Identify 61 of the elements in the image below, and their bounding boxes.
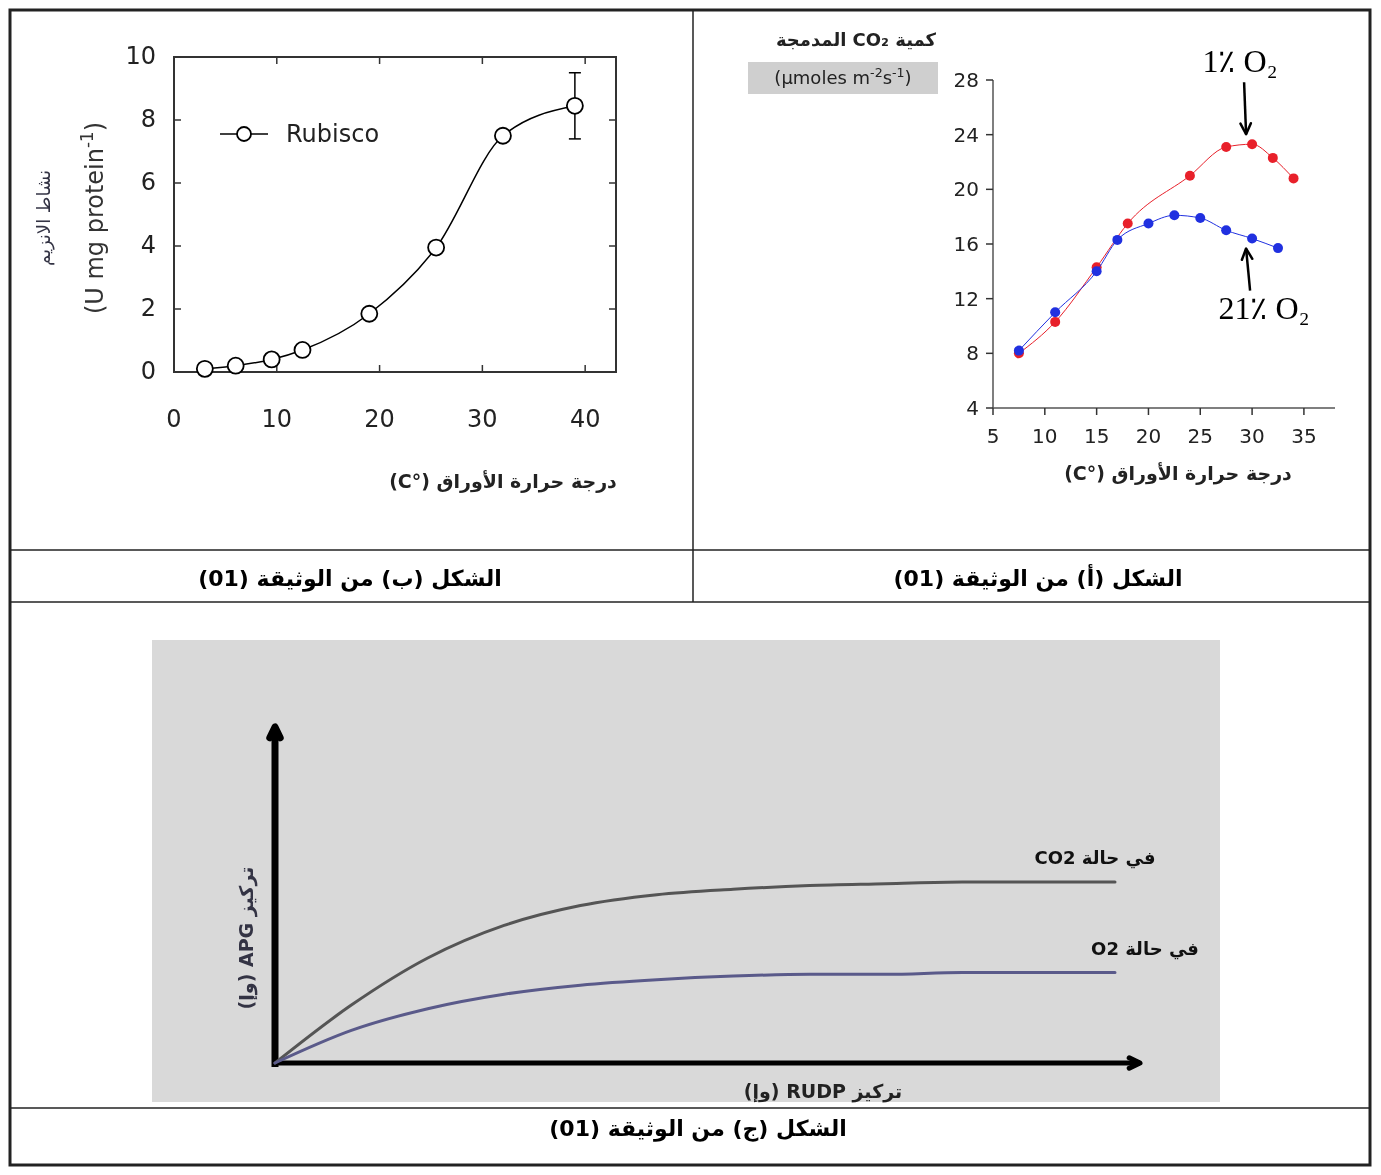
x-tick-label: 25 — [1187, 424, 1213, 448]
text: الشكل (أ) من الوثيقة (01) — [893, 563, 1183, 592]
series-label: في حالة O2 — [1091, 937, 1199, 960]
x-tick-label: 20 — [364, 405, 395, 433]
y-tick-label: 10 — [125, 42, 156, 70]
point — [1221, 141, 1232, 152]
point — [1122, 218, 1133, 229]
x-tick-label: 10 — [1032, 424, 1058, 448]
point — [427, 238, 446, 257]
x-axis-title: تركيز RUDP (وإ) — [743, 1080, 903, 1103]
point — [1267, 152, 1278, 163]
point — [293, 341, 312, 359]
series-label: 21٪ O₂ — [1218, 289, 1310, 326]
point — [1143, 218, 1154, 229]
point — [1050, 316, 1061, 327]
point — [494, 126, 512, 145]
point — [1195, 213, 1206, 224]
series-label: في حالة CO2 — [1034, 847, 1156, 869]
point — [1247, 233, 1258, 244]
point — [1247, 139, 1258, 150]
legend-label: Rubisco — [286, 120, 380, 148]
point — [226, 356, 245, 375]
x-tick-label: 0 — [166, 405, 182, 433]
point — [1169, 210, 1180, 221]
point — [1273, 243, 1283, 254]
y-tick-label: 20 — [953, 177, 979, 202]
x-tick-label: 30 — [1239, 424, 1265, 448]
y-tick-label: 0 — [140, 357, 156, 385]
text: 1٪ O₂ — [1202, 43, 1278, 80]
y-tick-label: 16 — [953, 232, 979, 256]
y-tick-label: 12 — [953, 286, 979, 311]
y-tick-label: 24 — [953, 122, 979, 147]
y-tick-label: 6 — [140, 168, 156, 196]
point — [195, 359, 214, 378]
x-tick-label: 15 — [1083, 424, 1110, 448]
y-tick-label: 2 — [140, 294, 156, 322]
y-axis-title: تركيز APG (وإ) — [235, 866, 258, 1010]
point — [1091, 266, 1102, 277]
point — [565, 96, 584, 115]
x-tick-label: 20 — [1135, 424, 1162, 448]
y-tick-label: 8 — [966, 341, 979, 366]
point — [360, 304, 379, 323]
point — [262, 350, 281, 369]
point — [1112, 234, 1123, 245]
y-tick-label: 28 — [953, 68, 979, 92]
point — [1221, 225, 1232, 236]
text: الشكل (ب) من الوثيقة (01) — [198, 566, 502, 592]
x-axis-title: درجة حرارة الأوراق (°C) — [1064, 462, 1293, 485]
x-tick-label: 40 — [569, 405, 601, 433]
x-tick-label: 5 — [986, 424, 1000, 448]
x-tick-label: 35 — [1291, 424, 1317, 448]
y-tick-label: 8 — [140, 105, 156, 133]
text: الشكل (ج) من الوثيقة (01) — [549, 1116, 847, 1142]
y-tick-label: 4 — [966, 396, 979, 420]
x-axis-title: درجة حرارة الأوراق (°C) — [389, 470, 618, 493]
point — [1050, 307, 1061, 318]
x-tick-label: 10 — [261, 405, 293, 433]
y-tick-label: 4 — [140, 231, 156, 259]
x-tick-label: 30 — [467, 405, 498, 433]
point — [1288, 173, 1299, 184]
point — [1184, 170, 1195, 181]
